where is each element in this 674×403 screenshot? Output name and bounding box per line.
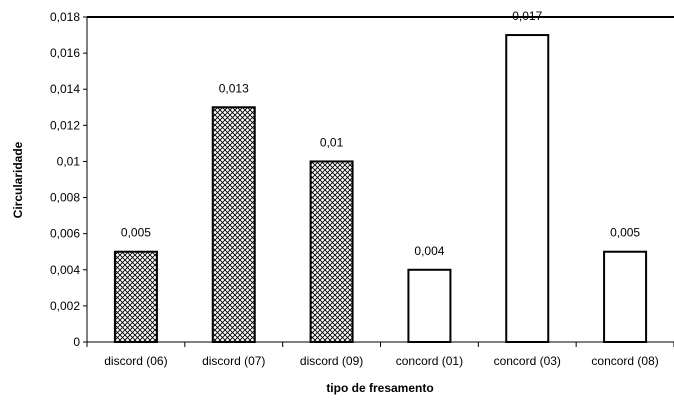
bar bbox=[603, 250, 648, 344]
data-label: 0,013 bbox=[219, 81, 249, 95]
y-tick-label: 0,018 bbox=[50, 10, 80, 24]
y-tick-label: 0,012 bbox=[50, 118, 80, 132]
y-tick-label: 0,008 bbox=[50, 191, 80, 205]
y-axis-title: Circularidade bbox=[11, 141, 25, 218]
y-tick-label: 0,004 bbox=[50, 263, 80, 277]
y-tick-label: 0,002 bbox=[50, 299, 80, 313]
bar bbox=[407, 268, 452, 343]
x-tick-label: concord (08) bbox=[591, 354, 658, 368]
x-tick-label: concord (01) bbox=[396, 354, 463, 368]
data-label: 0,017 bbox=[512, 9, 542, 23]
data-label: 0,01 bbox=[320, 135, 344, 149]
bar bbox=[505, 34, 550, 344]
x-tick-label: discord (07) bbox=[202, 354, 265, 368]
x-tick-label: discord (06) bbox=[104, 354, 167, 368]
bar bbox=[113, 250, 158, 344]
y-tick-label: 0,014 bbox=[50, 82, 80, 96]
y-tick-label: 0,006 bbox=[50, 227, 80, 241]
y-tick-label: 0,01 bbox=[57, 154, 81, 168]
x-tick-label: concord (03) bbox=[494, 354, 561, 368]
y-tick-label: 0,016 bbox=[50, 46, 80, 60]
data-label: 0,005 bbox=[610, 226, 640, 240]
bar bbox=[309, 160, 354, 343]
data-label: 0,004 bbox=[414, 244, 444, 258]
data-label: 0,005 bbox=[121, 226, 151, 240]
bar bbox=[211, 106, 256, 344]
x-axis-title: tipo de fresamento bbox=[326, 381, 433, 395]
x-tick-label: discord (09) bbox=[300, 354, 363, 368]
y-tick-label: 0 bbox=[73, 335, 80, 349]
